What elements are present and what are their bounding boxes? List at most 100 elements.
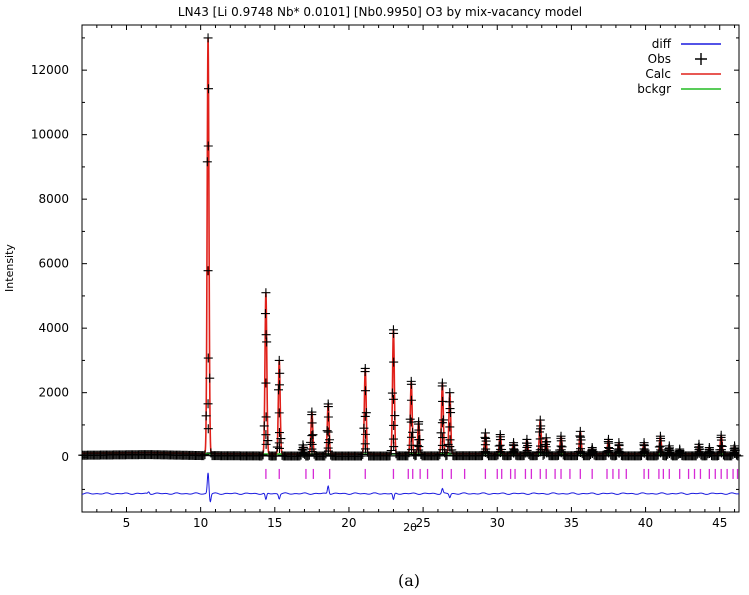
obs-peak-point — [323, 427, 333, 437]
obs-peak-point — [522, 448, 532, 458]
obs-point — [201, 411, 211, 421]
obs-peak-point — [203, 353, 213, 363]
obs-peak-point — [438, 396, 448, 406]
obs-peak-point — [604, 448, 614, 458]
obs-peak-point — [535, 415, 545, 425]
obs-peak-point — [261, 430, 271, 440]
obs-point — [205, 373, 215, 383]
y-tick-label: 10000 — [31, 128, 69, 142]
obs-peak-point — [360, 429, 370, 439]
obs-peak-point — [576, 447, 586, 457]
obs-point — [692, 449, 702, 459]
obs-point — [386, 445, 396, 455]
obs-peak-point — [414, 447, 424, 457]
obs-peak-point — [274, 443, 284, 453]
obs-peak-point — [307, 418, 317, 428]
obs-peak-point — [406, 395, 416, 405]
y-tick-label: 4000 — [38, 321, 69, 335]
obs-peak-point — [587, 448, 597, 458]
obs-point — [361, 408, 371, 418]
obs-point — [300, 449, 310, 459]
obs-peak-point — [716, 448, 726, 458]
obs-point — [663, 449, 673, 459]
diff-series — [81, 472, 740, 503]
obs-peak-point — [360, 386, 370, 396]
obs-point — [306, 437, 316, 447]
obs-peak-point — [414, 417, 424, 427]
obs-peak-point — [307, 407, 317, 417]
x-tick-label: 20 — [341, 516, 356, 530]
obs-peak-point — [203, 399, 213, 409]
obs-point — [200, 450, 210, 460]
obs-peak-point — [203, 266, 213, 276]
obs-point — [482, 449, 492, 459]
obs-peak-point — [261, 439, 271, 449]
obs-point — [260, 309, 270, 319]
obs-peak-point — [274, 380, 284, 390]
obs-peak-point — [274, 355, 284, 365]
legend-label-bckgr: bckgr — [637, 82, 671, 96]
chart-title: LN43 [Li 0.9748 Nb* 0.0101] [Nb0.9950] O… — [178, 5, 582, 19]
obs-point — [387, 388, 397, 398]
obs-peak-point — [298, 449, 308, 459]
obs-peak-point — [360, 363, 370, 373]
obs-peak-point — [388, 394, 398, 404]
obs-series — [78, 33, 744, 461]
obs-point — [326, 450, 336, 460]
obs-peak-point — [665, 448, 675, 458]
obs-peak-point — [445, 445, 455, 455]
obs-peak-point — [274, 408, 284, 418]
obs-peak-point — [274, 428, 284, 438]
obs-peak-point — [445, 404, 455, 414]
legend-swatch-obs — [695, 53, 707, 65]
y-tick-label: 12000 — [31, 63, 69, 77]
obs-point — [259, 421, 269, 431]
obs-peak-point — [389, 420, 399, 430]
obs-peak-point — [261, 330, 271, 340]
obs-peak-point — [509, 448, 519, 458]
x-tick-label: 25 — [415, 516, 430, 530]
x-tick-label: 5 — [123, 516, 131, 530]
y-tick-label: 6000 — [38, 257, 69, 271]
obs-point — [274, 385, 284, 395]
calc-line — [82, 37, 739, 455]
legend-label-diff: diff — [652, 37, 672, 51]
obs-point — [204, 84, 214, 94]
obs-point — [539, 449, 549, 459]
obs-peak-point — [535, 424, 545, 434]
obs-point — [359, 423, 369, 433]
obs-peak-point — [203, 141, 213, 151]
obs-peak-point — [389, 442, 399, 452]
obs-peak-point — [261, 378, 271, 388]
obs-point — [524, 449, 534, 459]
obs-peak-point — [323, 446, 333, 456]
obs-point — [391, 449, 401, 459]
obs-point — [202, 157, 212, 167]
obs-point — [275, 368, 285, 378]
obs-point — [272, 442, 282, 452]
y-tick-label: 2000 — [38, 386, 69, 400]
x-axis-label: 2θ — [403, 521, 417, 534]
obs-peak-point — [360, 411, 370, 421]
obs-peak-point — [203, 33, 213, 43]
obs-peak-point — [495, 448, 505, 458]
obs-peak-point — [261, 288, 271, 298]
obs-peak-point — [438, 433, 448, 443]
obs-peak-point — [614, 448, 624, 458]
obs-peak-point — [360, 444, 370, 454]
obs-point — [263, 436, 273, 446]
obs-point — [277, 450, 287, 460]
obs-peak-point — [705, 449, 715, 459]
x-tick-label: 10 — [193, 516, 208, 530]
x-tick-label: 30 — [490, 516, 505, 530]
obs-peak-point — [445, 388, 455, 398]
x-tick-label: 35 — [564, 516, 579, 530]
obs-peak-point — [388, 325, 398, 335]
obs-point — [258, 450, 268, 460]
obs-peak-point — [481, 448, 491, 458]
obs-point — [443, 439, 453, 449]
obs-peak-point — [437, 418, 447, 428]
reflection-ticks — [265, 468, 739, 479]
y-axis-label: Intensity — [3, 244, 16, 292]
